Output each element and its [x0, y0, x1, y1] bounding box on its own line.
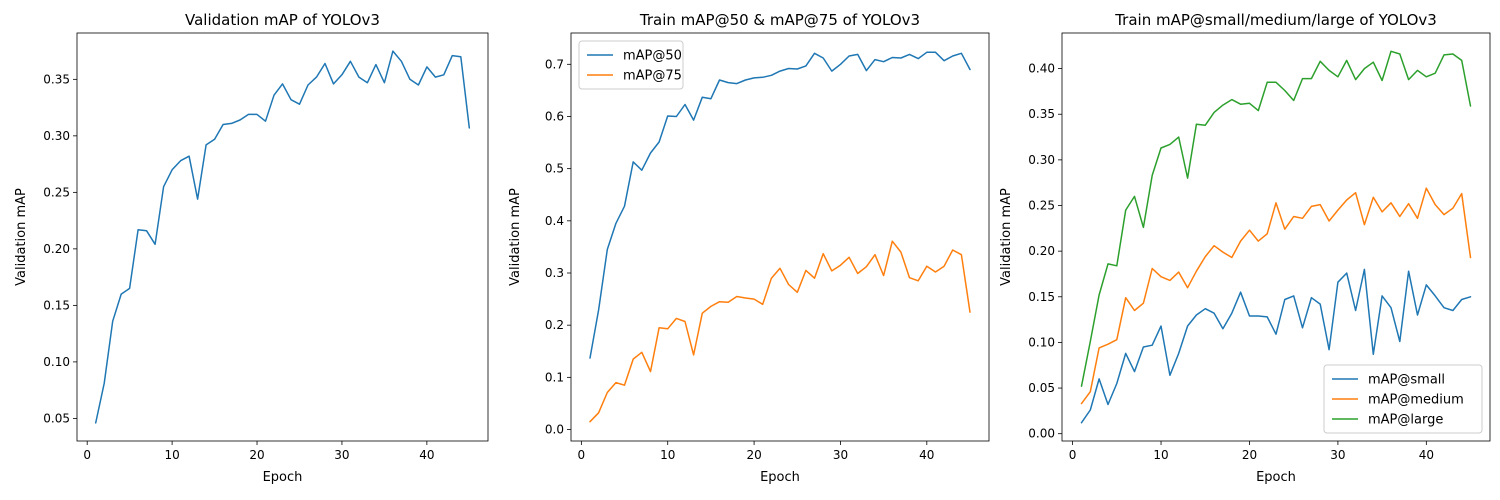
series-line-map-50: [589, 51, 971, 359]
chart-title: Train mAP@50 & mAP@75 of YOLOv3: [639, 11, 920, 29]
x-tick-label: 40: [1419, 448, 1434, 462]
x-tick-label: 0: [578, 448, 586, 462]
y-tick-label: 0.6: [545, 109, 564, 123]
legend-box: [1323, 364, 1483, 434]
legend: mAP@50 mAP@75: [578, 40, 684, 90]
y-tick-label: 0.2: [545, 318, 564, 332]
x-tick-label: 10: [660, 448, 675, 462]
y-tick-label: 0.0: [545, 423, 564, 437]
plot-frame: [1061, 32, 1491, 442]
x-tick-label: 20: [746, 448, 761, 462]
plot-frame: [570, 32, 990, 442]
series-line-map-75: [589, 240, 971, 423]
y-tick-label: 0.40: [1028, 62, 1055, 76]
series-line-map-small: [1080, 268, 1472, 424]
y-tick-label: 0.10: [1028, 335, 1055, 349]
x-axis-label: Epoch: [1256, 470, 1296, 485]
legend-label: mAP@75: [623, 69, 682, 84]
x-tick-label: 20: [249, 448, 264, 462]
x-tick-label: 0: [1069, 448, 1077, 462]
series-line-map-large: [1080, 50, 1472, 387]
chart-title: Validation mAP of YOLOv3: [185, 11, 380, 29]
chart-title: Train mAP@small/medium/large of YOLOv3: [1114, 11, 1437, 29]
y-tick-label: 0.30: [43, 129, 70, 143]
x-tick-label: 30: [1330, 448, 1345, 462]
y-tick-label: 0.25: [43, 185, 70, 199]
legend-label: mAP@medium: [1368, 393, 1464, 408]
y-tick-label: 0.25: [1028, 199, 1055, 213]
legend-label: mAP@large: [1368, 413, 1443, 428]
legend-label: mAP@50: [623, 49, 682, 64]
y-tick-label: 0.05: [1028, 381, 1055, 395]
y-tick-label: 0.30: [1028, 153, 1055, 167]
x-tick-label: 0: [83, 448, 91, 462]
x-tick-label: 40: [419, 448, 434, 462]
y-axis-label: Validation mAP: [508, 188, 523, 286]
series-line-map-medium: [1080, 187, 1472, 405]
x-tick-label: 10: [164, 448, 179, 462]
y-tick-label: 0.35: [1028, 107, 1055, 121]
y-tick-label: 0.5: [545, 162, 564, 176]
y-tick-label: 0.10: [43, 355, 70, 369]
y-tick-label: 0.7: [545, 57, 564, 71]
y-tick-label: 0.15: [43, 298, 70, 312]
legend: mAP@small mAP@medium mAP@large: [1323, 364, 1483, 434]
y-tick-label: 0.4: [545, 214, 564, 228]
legend-box: [578, 40, 684, 90]
x-tick-label: 30: [833, 448, 848, 462]
x-axis-label: Epoch: [760, 470, 800, 485]
y-tick-label: 0.15: [1028, 290, 1055, 304]
x-tick-label: 20: [1242, 448, 1257, 462]
chart-panel-1: Validation mAP of YOLOv3 0 10 20 30 40 0.05 0.1…: [14, 11, 489, 485]
x-tick-label: 10: [1153, 448, 1168, 462]
y-tick-label: 0.3: [545, 266, 564, 280]
series-line-1: [94, 50, 471, 424]
plot-frame: [76, 32, 489, 442]
y-tick-label: 0.20: [1028, 244, 1055, 258]
y-tick-label: 0.05: [43, 411, 70, 425]
y-tick-label: 0.00: [1028, 427, 1055, 441]
chart-panel-2: Train mAP@50 & mAP@75 of YOLOv3 0 10 20 30 40…: [508, 11, 990, 485]
y-tick-label: 0.1: [545, 370, 564, 384]
y-axis-label: Validation mAP: [999, 188, 1014, 286]
chart-panel-3: Train mAP@small/medium/large of YOLOv3 0 1…: [999, 11, 1491, 485]
legend-label: mAP@small: [1368, 373, 1445, 388]
y-tick-label: 0.20: [43, 242, 70, 256]
y-tick-label: 0.35: [43, 72, 70, 86]
x-tick-label: 40: [919, 448, 934, 462]
x-tick-label: 30: [334, 448, 349, 462]
x-axis-label: Epoch: [263, 470, 303, 485]
y-axis-label: Validation mAP: [14, 188, 29, 286]
